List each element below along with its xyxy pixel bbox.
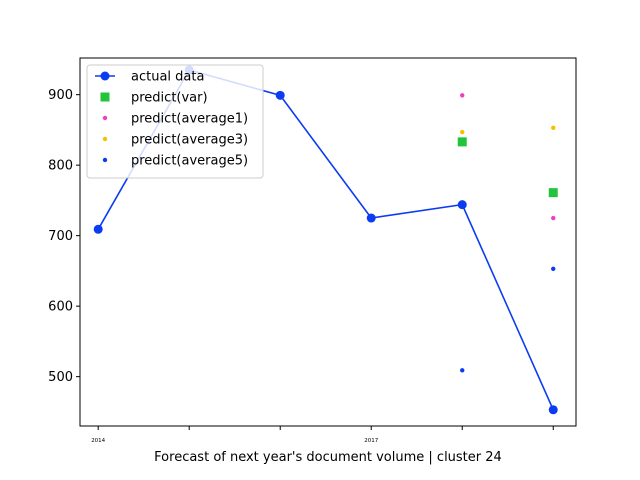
legend-label: predict(average1) (131, 112, 248, 127)
legend-handle-marker (100, 92, 110, 102)
data-point (460, 93, 465, 98)
data-point (457, 137, 467, 147)
data-point (93, 224, 103, 234)
data-point (460, 129, 465, 135)
x-tick-label: 2017 (364, 438, 378, 444)
legend-entry: predict(average1) (102, 112, 248, 127)
legend-handle-marker (102, 157, 108, 163)
data-point (551, 266, 556, 271)
legend-entry: predict(average3) (102, 133, 248, 148)
data-point (275, 90, 285, 100)
legend: actual data predict(var) predict(average1)… (86, 64, 264, 179)
legend-label: predict(average5) (131, 154, 248, 169)
series-4 (460, 266, 556, 373)
x-axis-label: Forecast of next year's document volume … (154, 450, 502, 465)
y-tick-label: 800 (48, 159, 73, 174)
legend-label: predict(average3) (131, 133, 248, 148)
axes: 500 600 700 800 900 2014 2017 (48, 57, 577, 444)
legend-handle-marker (100, 71, 110, 81)
data-point (457, 200, 467, 210)
legend-label: actual data (131, 70, 204, 85)
plot-frame (79, 57, 577, 427)
y-tick-label: 900 (48, 88, 73, 103)
legend-entry: predict(var) (100, 91, 208, 106)
data-point (551, 125, 556, 130)
data-point (551, 215, 556, 221)
legend-box (86, 64, 264, 179)
series-2 (460, 93, 556, 221)
legend-handle-marker (102, 115, 108, 121)
data-point (548, 405, 558, 415)
series-3 (460, 125, 556, 135)
data-point (366, 213, 376, 223)
data-point (460, 368, 465, 373)
y-tick-label: 700 (48, 229, 73, 244)
legend-handle-marker (102, 136, 108, 142)
x-tick-label: 2014 (91, 438, 105, 444)
legend-entry: predict(average5) (102, 154, 248, 169)
data-point (548, 188, 558, 198)
series-1 (457, 137, 558, 198)
y-tick-label: 600 (48, 300, 73, 315)
y-tick-label: 500 (48, 370, 73, 385)
legend-label: predict(var) (131, 91, 208, 106)
legend-entry: actual data (95, 70, 204, 85)
